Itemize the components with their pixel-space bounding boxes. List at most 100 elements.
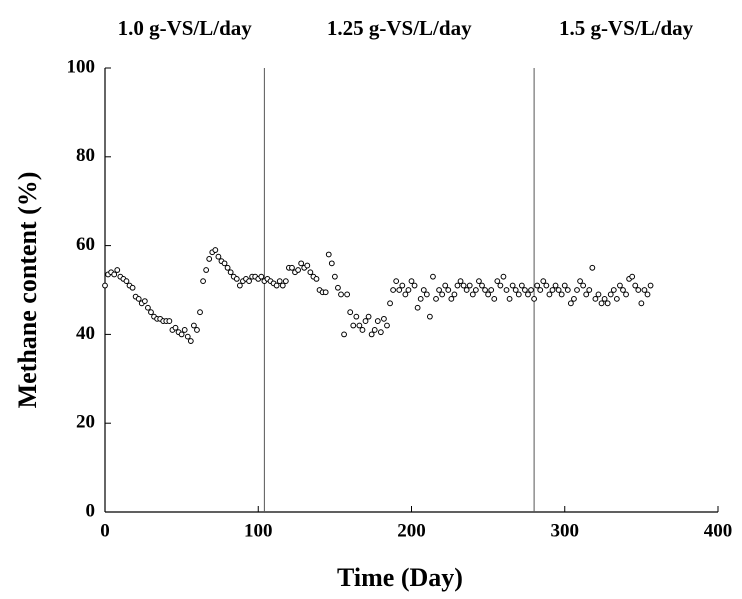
data-point (353, 313, 360, 320)
data-point (571, 295, 577, 302)
data-point (610, 287, 617, 293)
y-tick-label: 0 (86, 500, 96, 521)
data-point (341, 331, 347, 338)
data-point (558, 291, 565, 298)
data-point (148, 309, 154, 316)
x-tick-label: 300 (551, 520, 580, 541)
data-point (607, 291, 614, 298)
y-tick-label: 20 (76, 412, 95, 433)
data-point (586, 287, 593, 293)
data-point (215, 253, 222, 260)
data-point (531, 295, 537, 302)
data-point (598, 300, 605, 307)
data-point (396, 287, 403, 293)
data-point (141, 298, 148, 305)
data-point (647, 282, 654, 289)
data-point (371, 327, 378, 333)
data-point (512, 287, 519, 293)
data-point (589, 264, 596, 271)
data-point (439, 291, 446, 298)
data-point (123, 278, 130, 285)
data-point (577, 278, 583, 285)
data-point (433, 295, 439, 302)
period-label: 1.5 g-VS/L/day (559, 16, 694, 40)
data-point (276, 278, 283, 285)
data-point (528, 287, 534, 293)
data-point (172, 324, 179, 331)
data-point (197, 309, 203, 316)
data-point (325, 251, 332, 258)
x-axis-label: Time (Day) (337, 563, 463, 592)
data-point (613, 295, 620, 302)
data-point (408, 278, 415, 285)
data-point (555, 287, 562, 293)
data-point (405, 287, 412, 293)
data-point (399, 282, 406, 289)
data-point (307, 269, 314, 276)
data-point (482, 287, 488, 293)
data-point (436, 287, 442, 293)
data-point (534, 282, 541, 289)
data-point (414, 304, 421, 311)
data-point (451, 291, 458, 298)
data-point (344, 291, 351, 298)
data-point (457, 278, 464, 285)
data-point (387, 300, 393, 307)
data-point (206, 256, 213, 262)
data-point (549, 287, 556, 293)
data-point (212, 247, 219, 253)
x-tick-label: 200 (397, 520, 426, 541)
data-point (384, 322, 390, 329)
data-point (295, 267, 301, 273)
data-point (485, 291, 492, 298)
data-point (592, 295, 599, 302)
data-point (469, 291, 476, 298)
data-point (178, 331, 185, 338)
data-point (374, 318, 381, 324)
data-point (629, 273, 636, 280)
data-point (479, 282, 485, 289)
data-point (313, 276, 320, 282)
data-point (298, 260, 305, 267)
data-point (445, 287, 452, 293)
data-point (381, 315, 387, 322)
data-point (350, 322, 357, 329)
data-point (181, 327, 188, 333)
data-point (543, 282, 550, 289)
data-point (224, 264, 231, 271)
period-label: 1.0 g-VS/L/day (118, 16, 253, 40)
data-point (282, 278, 289, 285)
data-point (289, 264, 295, 271)
data-point (506, 295, 513, 302)
data-point (494, 278, 501, 285)
data-point (620, 287, 626, 293)
data-point (184, 333, 191, 340)
data-point (390, 287, 397, 293)
data-point (194, 327, 200, 333)
data-point (430, 273, 436, 280)
data-point (423, 291, 430, 298)
data-point (491, 295, 498, 302)
y-tick-label: 40 (76, 323, 95, 344)
data-point (279, 282, 286, 289)
data-point (227, 269, 234, 276)
data-point (258, 273, 265, 280)
data-point (338, 291, 344, 298)
y-tick-label: 60 (76, 234, 95, 255)
data-point (246, 278, 252, 285)
data-point (111, 271, 118, 278)
data-point (463, 287, 470, 293)
data-point (233, 276, 240, 282)
data-point (377, 329, 384, 336)
data-point (221, 260, 228, 267)
x-tick-label: 400 (704, 520, 733, 541)
data-point (500, 273, 507, 280)
data-point (564, 287, 571, 293)
data-point (595, 291, 602, 298)
data-point (402, 291, 409, 298)
data-point (454, 282, 461, 289)
data-point (322, 289, 329, 296)
data-point (617, 282, 623, 289)
data-point (203, 267, 210, 273)
